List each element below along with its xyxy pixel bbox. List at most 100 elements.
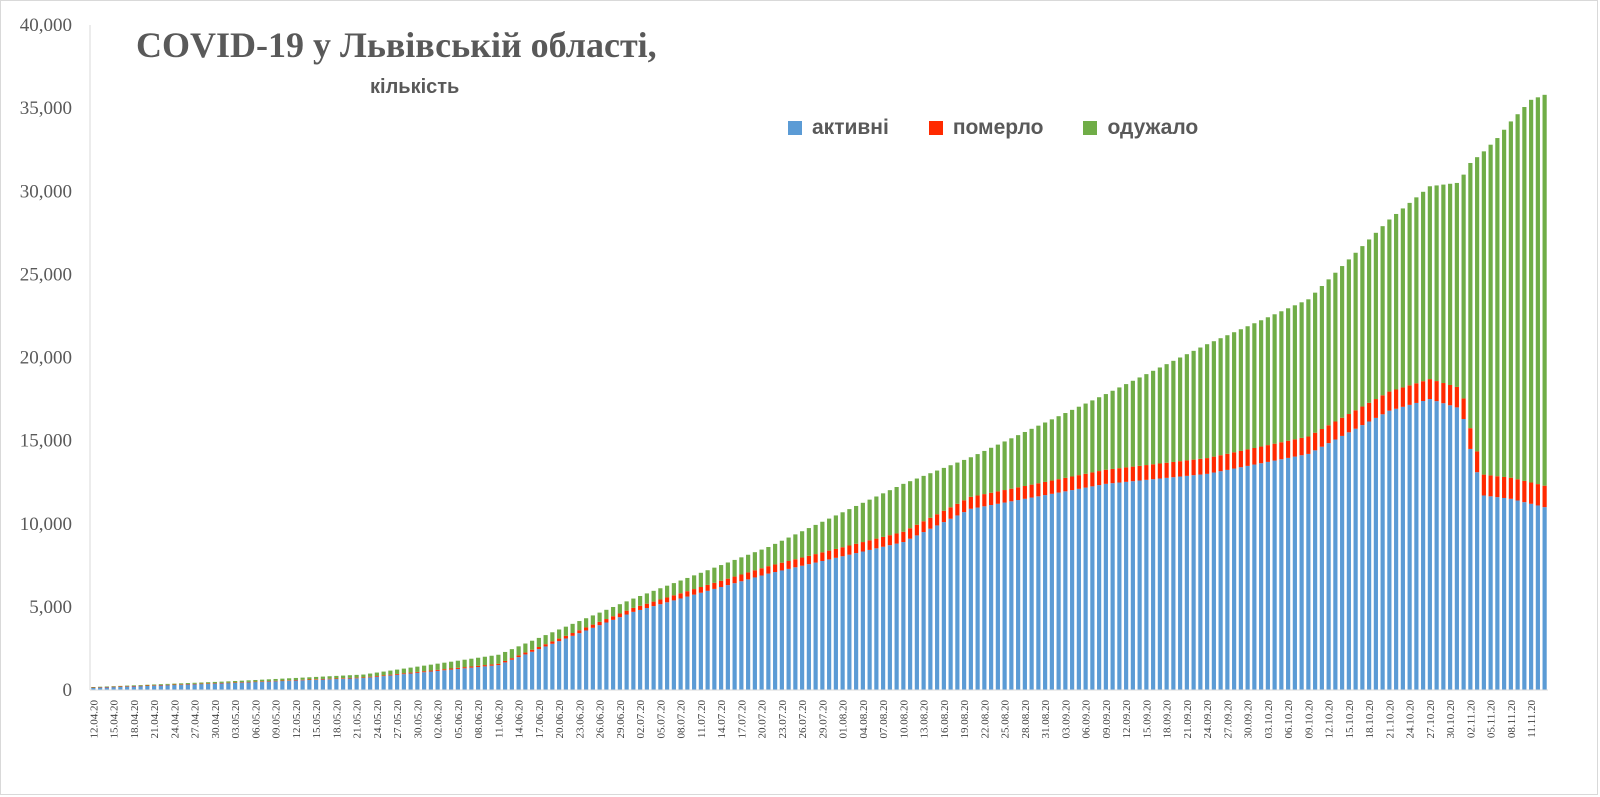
bar-segment-active	[604, 622, 609, 690]
bar-segment-recovered	[1333, 272, 1338, 422]
bar-segment-recovered	[1441, 184, 1446, 384]
x-tick-label: 18.05.20	[331, 700, 343, 739]
bar-segment-died	[584, 627, 589, 631]
bar-segment-died	[1009, 488, 1014, 502]
bar-segment-recovered	[118, 685, 123, 687]
y-axis-ticks: 0 5,000 10,000 15,000 20,000 25,000 30,000 35,0…	[20, 15, 72, 701]
bar-segment-recovered	[975, 454, 980, 496]
bar-segment-died	[759, 568, 764, 576]
bar-segment-died	[516, 655, 521, 658]
chart-subtitle: кількість	[370, 76, 460, 98]
bar-segment-recovered	[469, 658, 474, 667]
bar-segment-active	[611, 619, 616, 690]
bar-segment-active	[530, 651, 535, 690]
bar-segment-recovered	[415, 666, 420, 672]
bar-segment-active	[1326, 443, 1331, 690]
bar-segment-recovered	[125, 685, 130, 687]
bar-segment-active	[867, 549, 872, 690]
bar-segment-active	[496, 665, 501, 690]
bar-segment-died	[496, 663, 501, 666]
bar-segment-recovered	[1373, 232, 1378, 400]
bar-segment-active	[793, 567, 798, 690]
x-tick-label: 14.06.20	[514, 700, 526, 739]
bar-segment-recovered	[584, 618, 589, 628]
y-tick-label: 35,000	[20, 98, 72, 119]
legend-label-active: активні	[812, 116, 889, 139]
bar-segment-died	[604, 619, 609, 623]
bar-segment-died	[914, 524, 919, 536]
bar-segment-active	[98, 687, 103, 690]
y-tick-label: 15,000	[20, 431, 72, 452]
x-tick-label: 11.11.20	[1526, 700, 1538, 738]
bar-segment-died	[1036, 483, 1041, 497]
bar-segment-active	[347, 678, 352, 690]
bar-segment-died	[928, 517, 933, 529]
x-tick-label: 08.11.20	[1506, 700, 1518, 739]
bar-segment-died	[145, 685, 150, 686]
bar-segment-recovered	[192, 682, 197, 684]
bar-segment-active	[1225, 469, 1230, 690]
bar-segment-recovered	[665, 585, 670, 598]
bar-segment-died	[1157, 463, 1162, 479]
bar-segment-recovered	[320, 676, 325, 679]
bar-segment-recovered	[1400, 208, 1405, 388]
bar-segment-died	[1083, 473, 1088, 488]
bar-segment-recovered	[1414, 197, 1419, 384]
bar-segment-recovered	[685, 577, 690, 592]
bar-segment-died	[165, 684, 170, 686]
bar-segment-active	[1481, 495, 1486, 690]
bar-segment-recovered	[719, 565, 724, 581]
bar-segment-active	[779, 570, 784, 690]
bar-segment-died	[948, 507, 953, 519]
bar-segment-recovered	[759, 549, 764, 569]
bar-segment-active	[273, 681, 278, 690]
bar-segment-active	[678, 598, 683, 690]
bar-segment-died	[1029, 484, 1034, 498]
bar-segment-died	[1151, 464, 1156, 480]
bar-segment-recovered	[1083, 403, 1088, 474]
bar-segment-died	[590, 624, 595, 628]
bar-segment-died	[1488, 475, 1493, 497]
bar-segment-died	[1353, 410, 1358, 429]
bar-segment-recovered	[806, 528, 811, 556]
bar-segment-active	[1427, 399, 1432, 690]
bar-segment-died	[739, 574, 744, 582]
bar-segment-active	[381, 676, 386, 690]
x-tick-label: 05.11.20	[1486, 700, 1498, 739]
bar-segment-recovered	[246, 680, 251, 682]
bar-segment-died	[874, 538, 879, 549]
bar-segment-recovered	[1407, 202, 1412, 386]
bar-segment-recovered	[793, 534, 798, 560]
bar-segment-died	[1191, 459, 1196, 476]
bar-segment-active	[1083, 487, 1088, 690]
bar-segment-died	[962, 500, 967, 513]
bar-segment-recovered	[732, 559, 737, 577]
bar-segment-recovered	[334, 675, 339, 679]
bar-segment-active	[523, 654, 528, 690]
bar-segment-active	[847, 554, 852, 690]
bar-segment-recovered	[570, 623, 575, 634]
bar-segment-recovered	[773, 543, 778, 565]
bar-segment-died	[1373, 399, 1378, 418]
bar-segment-recovered	[739, 557, 744, 575]
bar-segment-active	[145, 685, 150, 690]
bar-segment-recovered	[786, 537, 791, 561]
bar-segment-died	[1070, 476, 1075, 491]
bar-segment-died	[125, 686, 130, 687]
bar-segment-died	[867, 540, 872, 550]
bar-segment-died	[1110, 468, 1115, 484]
bar-segment-died	[361, 677, 366, 679]
bar-segment-recovered	[428, 664, 433, 671]
bar-segment-died	[854, 543, 859, 554]
bar-segment-active	[246, 682, 251, 690]
bar-segment-active	[1049, 493, 1054, 690]
x-tick-label: 22.08.20	[979, 700, 991, 739]
bar-segment-recovered	[1475, 157, 1480, 452]
bar-segment-recovered	[1380, 226, 1385, 396]
x-tick-label: 02.06.20	[433, 700, 445, 739]
x-tick-label: 27.05.20	[392, 700, 404, 739]
bar-segment-active	[1292, 456, 1297, 690]
bar-segment-recovered	[1184, 354, 1189, 461]
bar-segment-recovered	[408, 667, 413, 673]
